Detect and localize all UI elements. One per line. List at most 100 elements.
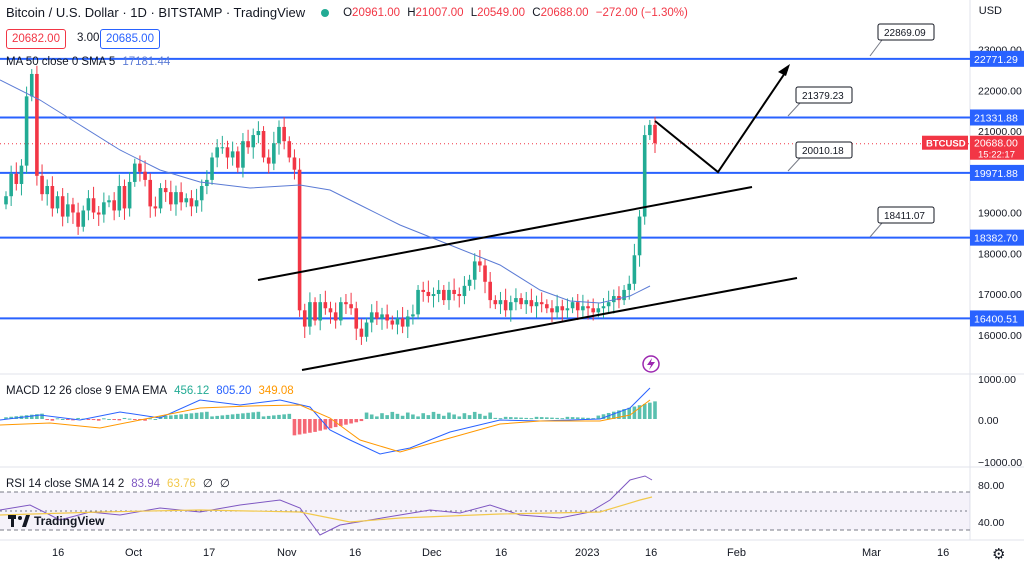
macd-histogram-bar [508, 417, 513, 419]
macd-histogram-bar [364, 412, 369, 419]
macd-histogram-bar [45, 419, 50, 421]
macd-histogram-bar [405, 412, 410, 419]
macd-histogram-bar [148, 418, 153, 420]
candle-body [251, 135, 256, 148]
macd-histogram-bar [483, 415, 487, 419]
macd-histogram-bar [112, 419, 116, 420]
macd-histogram-bar [266, 415, 271, 419]
candle-body [4, 196, 8, 205]
candle-body [328, 308, 333, 313]
macd-histogram-bar [163, 415, 168, 419]
price-callout-box [795, 86, 853, 104]
macd-histogram-bar [9, 416, 13, 419]
candle-body [472, 261, 477, 280]
spread-value: 3.00 [77, 32, 100, 44]
candle-body [55, 196, 60, 209]
candle-body [364, 322, 369, 337]
candle-body [400, 318, 405, 327]
candle-body [313, 302, 317, 321]
ohlc-values: O20961.00 H21007.00 L20549.00 C20688.00 … [343, 6, 688, 19]
candle-body [375, 312, 379, 319]
candle-body [272, 143, 276, 164]
macd-histogram-bar [287, 413, 292, 419]
macd-axis-tick: −1000.00 [978, 457, 1022, 469]
macd-histogram-bar [297, 419, 302, 435]
price-change: −272.00 (−1.30%) [595, 6, 688, 19]
candle-body [318, 302, 322, 321]
macd-histogram-bar [380, 413, 384, 419]
level-price-tag [970, 109, 1024, 126]
sell-price-button[interactable]: 20682.00 [6, 29, 66, 49]
macd-histogram-bar [642, 403, 647, 419]
macd-histogram-bar [622, 409, 626, 419]
macd-histogram-bar [416, 416, 420, 419]
macd-histogram-bar [385, 415, 389, 419]
candle-body [411, 314, 415, 317]
rsi-legend[interactable]: RSI 14 close SMA 14 2 83.94 63.76 ∅ ∅ [6, 478, 230, 490]
ma-legend[interactable]: MA 50 close 0 SMA 5 17181.44 [6, 56, 171, 68]
buy-price-button[interactable]: 20685.00 [100, 29, 160, 49]
rsi-ma-line [0, 496, 653, 523]
macd-histogram-bar [411, 414, 415, 419]
last-price-tag [970, 135, 1024, 160]
macd-histogram-bar [169, 415, 173, 419]
macd-signal-line [0, 399, 651, 453]
projection-arrow-head [778, 64, 790, 76]
settings-gear-icon[interactable]: ⚙ [992, 546, 1006, 563]
time-axis-tick: 16 [52, 547, 64, 559]
macd-histogram-bar [581, 417, 585, 419]
callout-leader [787, 157, 801, 172]
candle-body [395, 318, 400, 325]
callout-leader [869, 39, 883, 57]
candle-body [50, 186, 55, 209]
candle-body [261, 131, 266, 158]
candle-body [143, 171, 147, 180]
candle-body [385, 314, 389, 321]
macd-histogram-bar [225, 414, 230, 419]
candle-body [344, 302, 348, 305]
channel-upper-trendline [257, 186, 753, 281]
macd-histogram-bar [277, 414, 281, 419]
candle-body [570, 302, 575, 309]
candle-body [452, 289, 456, 294]
candle-body [462, 285, 467, 297]
candle-body [163, 188, 168, 193]
candle-body [339, 302, 343, 321]
macd-histogram-bar [596, 415, 601, 419]
macd-histogram-bar [205, 411, 209, 419]
macd-histogram-bar [313, 419, 317, 432]
currency-selector[interactable]: USD [978, 5, 1002, 17]
candle-body [405, 316, 410, 327]
macd-histogram-bar [648, 402, 652, 419]
macd-histogram-bar [76, 417, 80, 419]
macd-histogram-bar [375, 416, 379, 419]
time-axis-tick: 17 [203, 547, 215, 559]
candle-body [349, 304, 353, 309]
candle-body [555, 306, 559, 313]
macd-histogram-bar [328, 419, 333, 429]
macd-histogram-bar [586, 417, 590, 419]
candle-body [174, 192, 178, 205]
candle-body [60, 196, 65, 217]
macd-histogram-bar [241, 413, 245, 419]
candle-body [86, 198, 91, 211]
macd-histogram-bar [71, 419, 75, 421]
time-axis-tick: 16 [937, 547, 949, 559]
macd-histogram-bar [60, 419, 65, 420]
candle-body [354, 308, 359, 329]
macd-histogram-bar [344, 419, 348, 425]
candle-body [308, 302, 312, 327]
macd-histogram-bar [184, 413, 189, 419]
macd-histogram-bar [637, 405, 642, 419]
candle-body [235, 151, 240, 168]
candle-body [302, 310, 307, 327]
ma-50-line [0, 79, 651, 304]
macd-histogram-bar [457, 416, 462, 419]
candle-body [102, 202, 106, 215]
symbol-title[interactable]: Bitcoin / U.S. Dollar · 1D · BITSTAMP · … [6, 5, 306, 20]
macd-legend[interactable]: MACD 12 26 close 9 EMA EMA 456.12 805.20 34… [6, 385, 294, 397]
candle-body [96, 212, 101, 215]
macd-histogram-bar [107, 419, 111, 420]
macd-histogram-bar [426, 415, 431, 419]
